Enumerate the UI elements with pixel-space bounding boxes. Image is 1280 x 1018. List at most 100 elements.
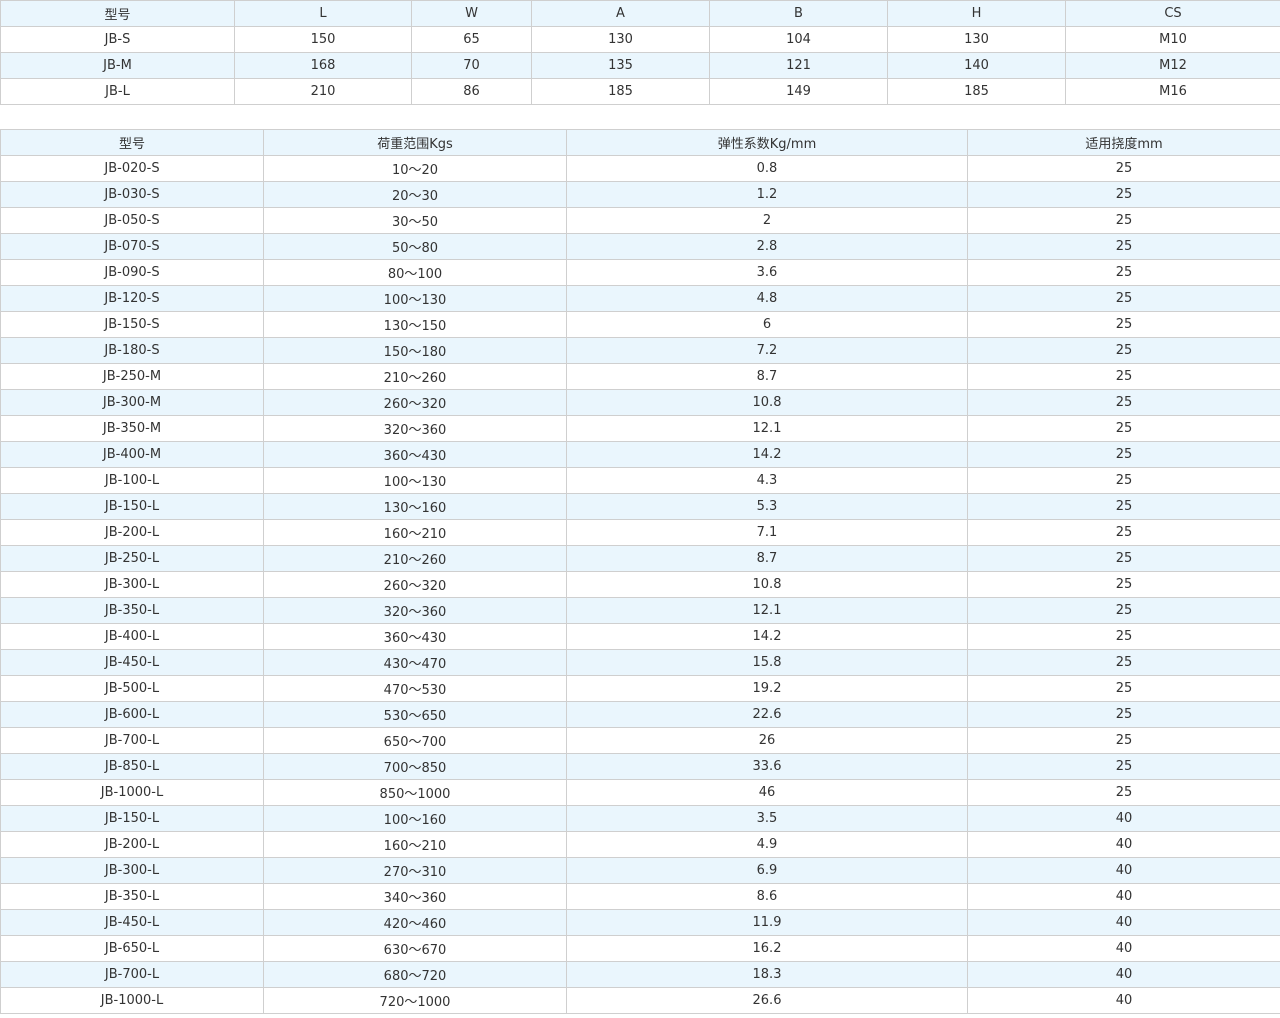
- table-cell: 4.8: [566, 285, 968, 312]
- table-cell: 135: [531, 52, 710, 79]
- table-cell: JB-250-M: [0, 363, 264, 390]
- table-cell: 150: [234, 26, 412, 53]
- table-cell: 50～80: [263, 233, 567, 260]
- table-cell: 25: [967, 415, 1280, 442]
- table-row: JB-450-L 420～460 11.9 40: [0, 909, 1280, 936]
- table-cell: JB-150-L: [0, 493, 264, 520]
- table-cell: JB-180-S: [0, 337, 264, 364]
- table-cell: 12.1: [566, 597, 968, 624]
- table-cell: 130: [531, 26, 710, 53]
- table-cell: 2.8: [566, 233, 968, 260]
- table-cell: 25: [967, 259, 1280, 286]
- table-cell: 4.3: [566, 467, 968, 494]
- table-cell: 185: [887, 78, 1066, 105]
- table-cell: 86: [411, 78, 532, 105]
- table-cell: JB-020-S: [0, 155, 264, 182]
- table-cell: 210: [234, 78, 412, 105]
- table-row: JB-450-L 430～470 15.8 25: [0, 649, 1280, 676]
- table-row: JB-350-M 320～360 12.1 25: [0, 415, 1280, 442]
- table-cell: 10.8: [566, 389, 968, 416]
- table-cell: JB-350-L: [0, 883, 264, 910]
- table-cell: 210～260: [263, 545, 567, 572]
- table-cell: 25: [967, 311, 1280, 338]
- table-cell: 80～100: [263, 259, 567, 286]
- table-cell: 25: [967, 519, 1280, 546]
- table-cell: 130～160: [263, 493, 567, 520]
- table-cell: 850～1000: [263, 779, 567, 806]
- table-cell: 25: [967, 441, 1280, 468]
- table-cell: 420～460: [263, 909, 567, 936]
- table-cell: JB-600-L: [0, 701, 264, 728]
- table-row: JB-300-M 260～320 10.8 25: [0, 389, 1280, 416]
- table-cell: 680～720: [263, 961, 567, 988]
- table-cell: 121: [709, 52, 888, 79]
- table-cell: 40: [967, 831, 1280, 858]
- column-header: B: [709, 0, 888, 27]
- table-row: JB-020-S 10～20 0.8 25: [0, 155, 1280, 182]
- column-header: 适用挠度mm: [967, 129, 1280, 156]
- table-cell: 6: [566, 311, 968, 338]
- table-row: JB-400-M 360～430 14.2 25: [0, 441, 1280, 468]
- table-row: JB-200-L 160～210 4.9 40: [0, 831, 1280, 858]
- table-cell: 1.2: [566, 181, 968, 208]
- table-cell: 530～650: [263, 701, 567, 728]
- table-cell: 22.6: [566, 701, 968, 728]
- table-cell: 25: [967, 571, 1280, 598]
- column-header: CS: [1065, 0, 1280, 27]
- table-row: JB-650-L 630～670 16.2 40: [0, 935, 1280, 962]
- table-cell: 40: [967, 883, 1280, 910]
- table-row: JB-030-S 20～30 1.2 25: [0, 181, 1280, 208]
- table-cell: 18.3: [566, 961, 968, 988]
- table-cell: 25: [967, 649, 1280, 676]
- table-cell: 14.2: [566, 441, 968, 468]
- table-cell: 16.2: [566, 935, 968, 962]
- table-row: JB-200-L 160～210 7.1 25: [0, 519, 1280, 546]
- table-cell: JB-L: [0, 78, 235, 105]
- table-cell: JB-150-L: [0, 805, 264, 832]
- table-cell: JB-650-L: [0, 935, 264, 962]
- column-header: H: [887, 0, 1066, 27]
- table-cell: 100～160: [263, 805, 567, 832]
- table-cell: 40: [967, 961, 1280, 988]
- table-cell: 25: [967, 207, 1280, 234]
- table-cell: JB-120-S: [0, 285, 264, 312]
- table-cell: 20～30: [263, 181, 567, 208]
- table-row: JB-050-S 30～50 2 25: [0, 207, 1280, 234]
- table-row: JB-300-L 260～320 10.8 25: [0, 571, 1280, 598]
- table-cell: 320～360: [263, 597, 567, 624]
- table-cell: 100～130: [263, 467, 567, 494]
- table-cell: JB-450-L: [0, 909, 264, 936]
- table-cell: 25: [967, 233, 1280, 260]
- table-cell: 100～130: [263, 285, 567, 312]
- table-cell: 19.2: [566, 675, 968, 702]
- table-cell: 104: [709, 26, 888, 53]
- table-cell: JB-700-L: [0, 727, 264, 754]
- table-cell: 320～360: [263, 415, 567, 442]
- table-cell: 160～210: [263, 519, 567, 546]
- table-cell: 11.9: [566, 909, 968, 936]
- table-cell: 25: [967, 181, 1280, 208]
- header-row: 型号 荷重范围Kgs 弹性系数Kg/mm 适用挠度mm: [0, 129, 1280, 156]
- table-cell: 270～310: [263, 857, 567, 884]
- table-row: JB-850-L 700～850 33.6 25: [0, 753, 1280, 780]
- table-cell: 26.6: [566, 987, 968, 1014]
- table-row: JB-400-L 360～430 14.2 25: [0, 623, 1280, 650]
- table-cell: JB-150-S: [0, 311, 264, 338]
- table-cell: 25: [967, 779, 1280, 806]
- table-cell: JB-850-L: [0, 753, 264, 780]
- column-header: A: [531, 0, 710, 27]
- table-row: JB-150-L 100～160 3.5 40: [0, 805, 1280, 832]
- table-cell: 700～850: [263, 753, 567, 780]
- table-cell: 185: [531, 78, 710, 105]
- table-cell: JB-M: [0, 52, 235, 79]
- table-cell: 25: [967, 363, 1280, 390]
- table-row: JB-150-L 130～160 5.3 25: [0, 493, 1280, 520]
- table-cell: 149: [709, 78, 888, 105]
- table-cell: 3.5: [566, 805, 968, 832]
- table-cell: 210～260: [263, 363, 567, 390]
- table-cell: JB-250-L: [0, 545, 264, 572]
- table-row: JB-120-S 100～130 4.8 25: [0, 285, 1280, 312]
- table-cell: JB-200-L: [0, 831, 264, 858]
- table-row: JB-090-S 80～100 3.6 25: [0, 259, 1280, 286]
- table-cell: 12.1: [566, 415, 968, 442]
